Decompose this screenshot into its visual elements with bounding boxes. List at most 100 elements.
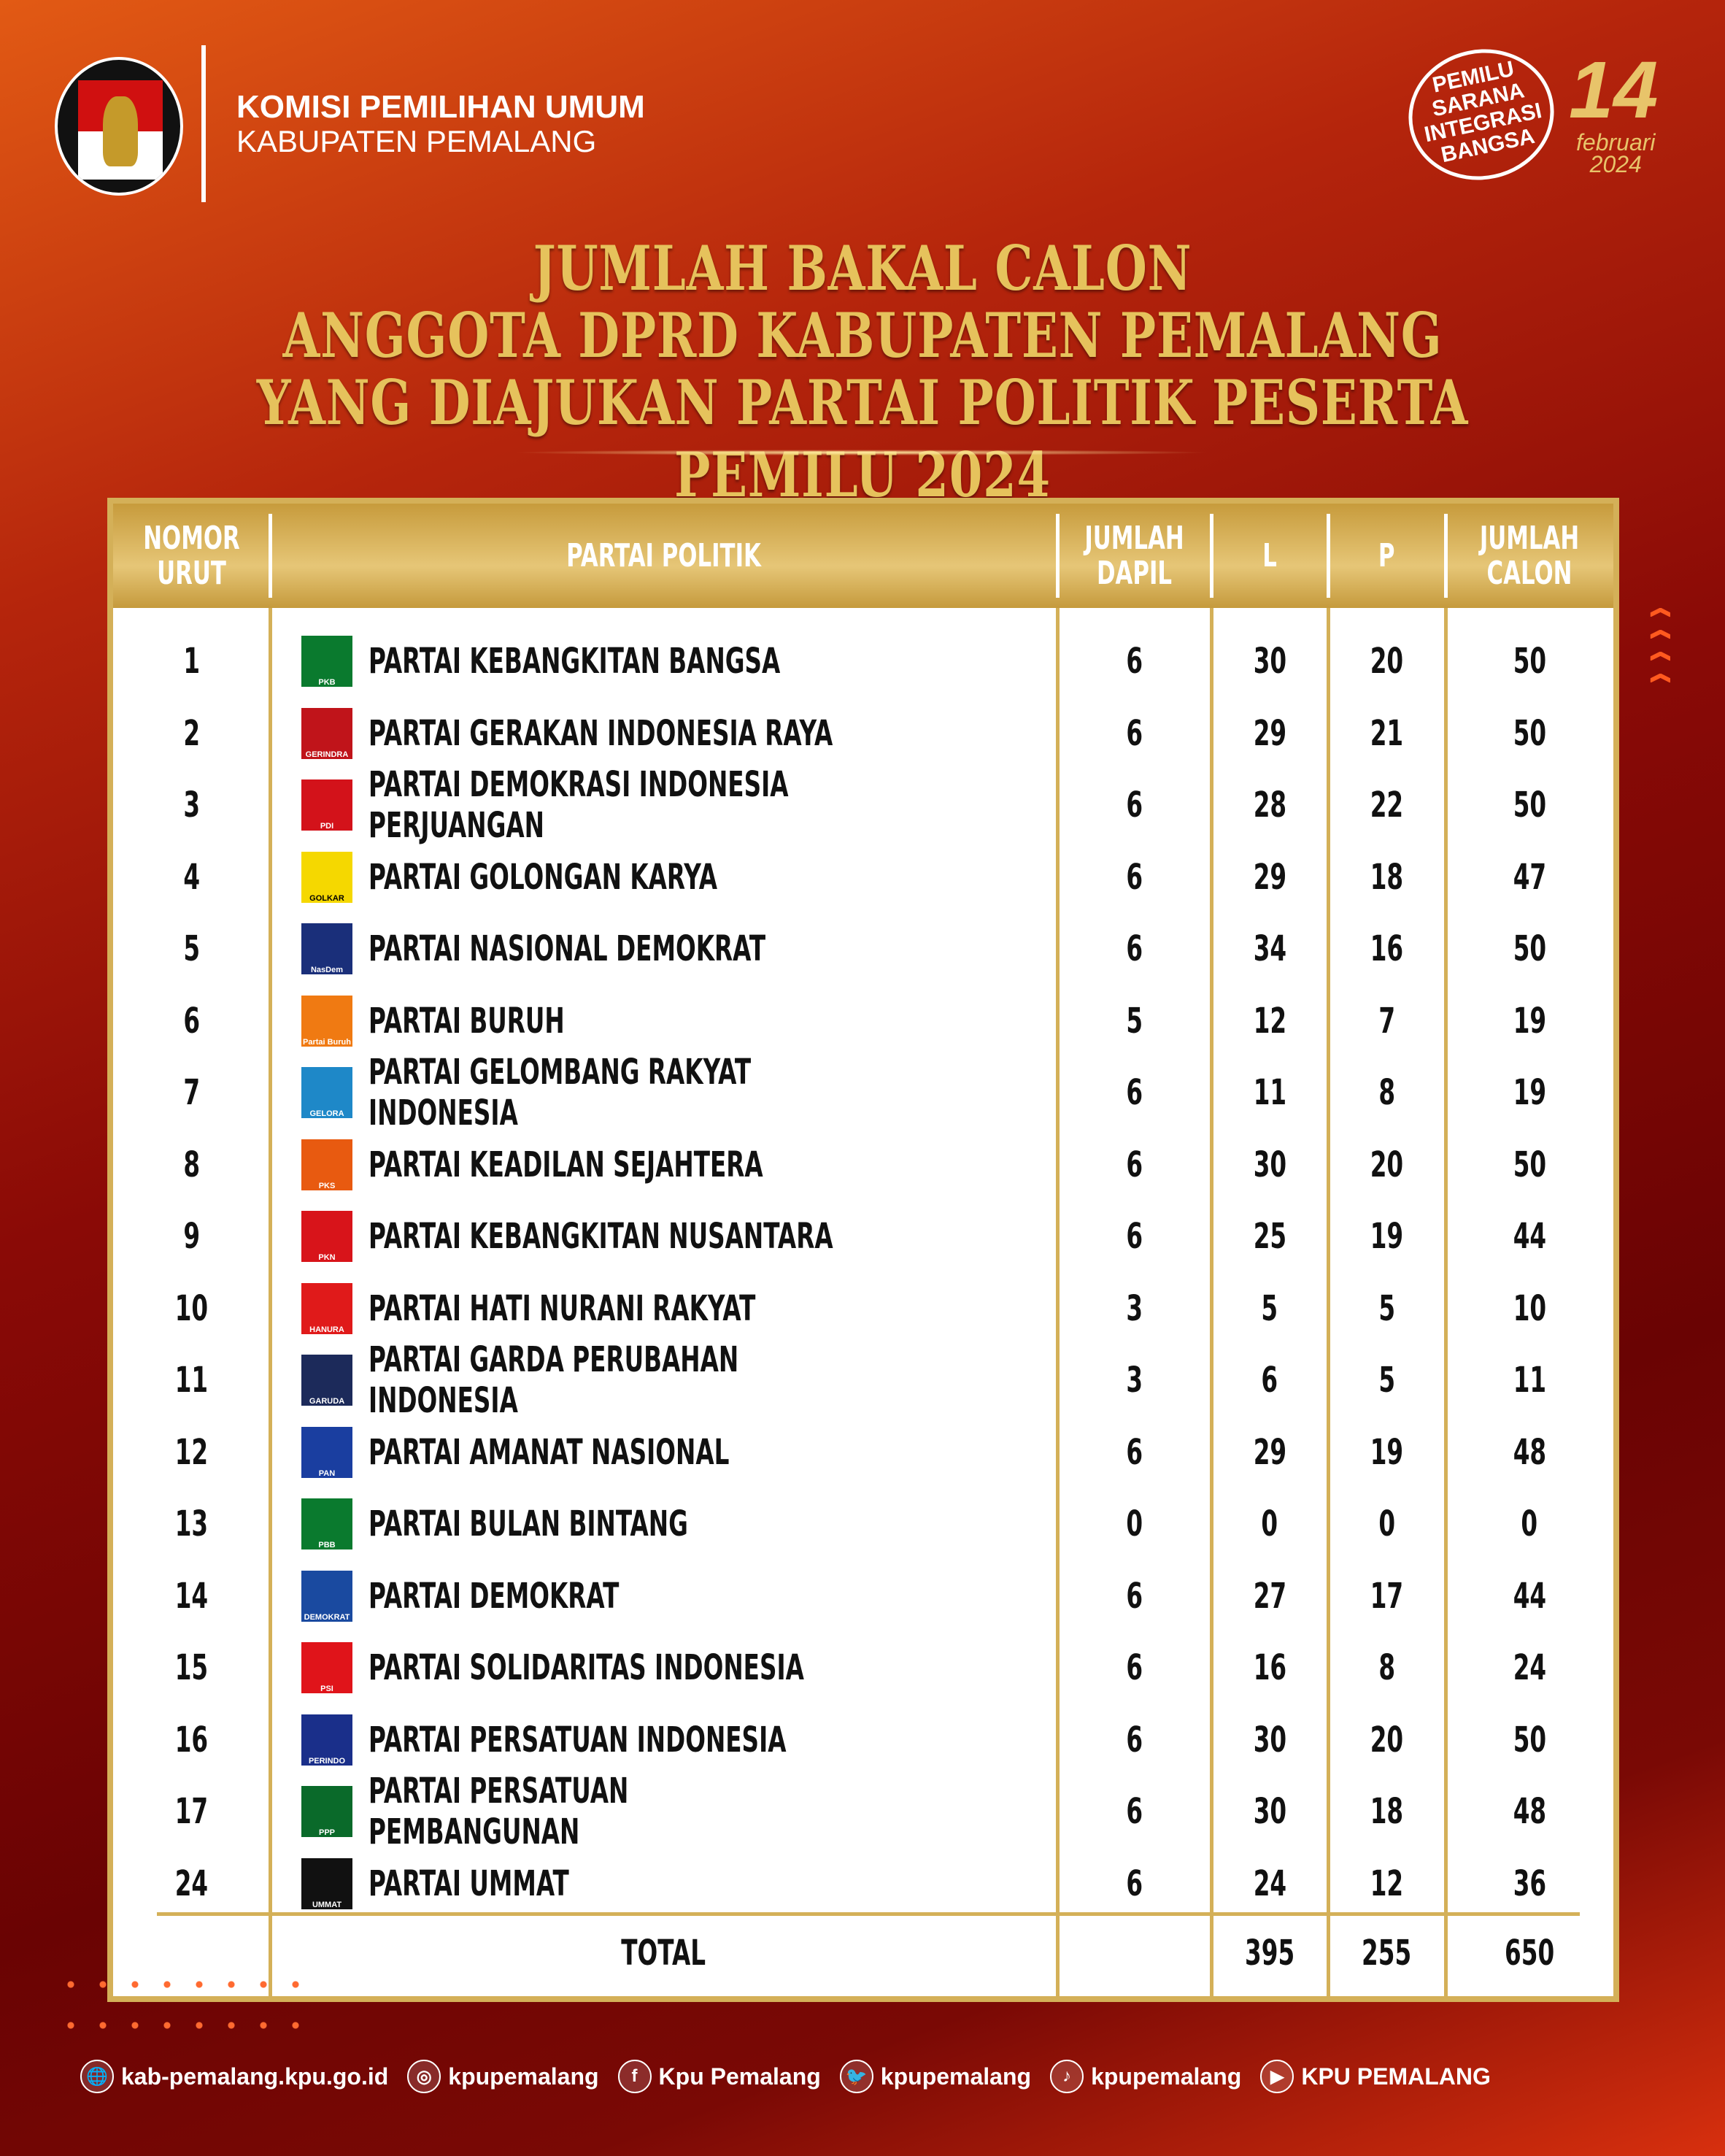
- row-calon: 19: [1513, 1000, 1546, 1042]
- footer-link[interactable]: f Kpu Pemalang: [617, 2060, 821, 2093]
- row-number: 12: [174, 1431, 209, 1473]
- row-calon: 50: [1513, 1144, 1546, 1185]
- row-calon: 19: [1513, 1072, 1546, 1113]
- party-logo-icon: GOLKAR: [301, 851, 352, 903]
- party-logo-icon: PERINDO: [301, 1714, 352, 1766]
- header-p: P: [1378, 536, 1395, 574]
- title-line-1: JUMLAH BAKAL CALON: [533, 232, 1192, 304]
- header-nomor: NOMOR URUT: [143, 519, 240, 592]
- party-name: PARTAI GOLONGAN KARYA: [368, 856, 717, 898]
- row-l: 29: [1253, 1431, 1286, 1473]
- header-dapil: JUMLAH DAPIL: [1084, 519, 1184, 592]
- chevron-up-icon: ›: [1628, 671, 1686, 685]
- row-l: 27: [1253, 1575, 1286, 1617]
- chevron-up-icon: ›: [1628, 650, 1686, 663]
- row-number: 6: [183, 1000, 200, 1042]
- row-number: 17: [174, 1791, 209, 1832]
- party-name: PARTAI UMMAT: [368, 1863, 569, 1904]
- row-dapil: 6: [1126, 928, 1143, 969]
- row-l: 25: [1253, 1216, 1286, 1257]
- decor-dots: [55, 2022, 303, 2029]
- row-dapil: 6: [1126, 1719, 1143, 1760]
- party-logo-icon: PKN: [301, 1211, 352, 1262]
- party-name: PARTAI AMANAT NASIONAL: [368, 1431, 730, 1473]
- row-p: 20: [1370, 1719, 1404, 1760]
- row-l: 24: [1253, 1863, 1286, 1904]
- row-p: 21: [1370, 712, 1404, 754]
- row-calon: 50: [1513, 785, 1546, 825]
- org-region: KABUPATEN PEMALANG: [236, 124, 597, 158]
- row-l: 30: [1253, 1719, 1286, 1760]
- date-sub: februari 2024: [1576, 129, 1656, 176]
- row-l: 16: [1253, 1647, 1286, 1688]
- party-name: PARTAI BURUH: [368, 1000, 565, 1042]
- party-logo-icon: GERINDRA: [301, 707, 352, 759]
- row-l: 30: [1253, 1791, 1286, 1832]
- row-p: 0: [1378, 1504, 1395, 1544]
- row-calon: 50: [1513, 641, 1546, 682]
- party-logo-icon: PAN: [301, 1426, 352, 1478]
- row-calon: 24: [1513, 1647, 1546, 1688]
- party-logo-icon: DEMOKRAT: [301, 1570, 352, 1622]
- table-row: 2 6 29 21 50 GERINDRA PARTAI GERAKAN INDONESIA…: [113, 698, 1613, 769]
- footer-link[interactable]: ▶ KPU PEMALANG: [1260, 2060, 1491, 2093]
- footer-link[interactable]: 🌐 kab-pemalang.kpu.go.id: [80, 2060, 388, 2093]
- footer-link[interactable]: ◎ kpupemalang: [407, 2060, 599, 2093]
- table-row: 7 6 11 8 19 GELORA PARTAI GELOMBANG RAKYAT IND…: [113, 1052, 1613, 1133]
- row-dapil: 5: [1126, 1000, 1143, 1042]
- row-dapil: 6: [1126, 785, 1143, 825]
- party-name: PARTAI KEBANGKITAN BANGSA: [368, 641, 781, 682]
- party-name: PARTAI SOLIDARITAS INDONESIA: [368, 1647, 804, 1688]
- row-p: 5: [1378, 1287, 1395, 1329]
- title-line-2: ANGGOTA DPRD KABUPATEN PEMALANG: [282, 299, 1443, 371]
- row-p: 19: [1370, 1431, 1404, 1473]
- org-name: KOMISI PEMILIHAN UMUM: [236, 89, 645, 125]
- row-p: 8: [1378, 1072, 1395, 1113]
- party-logo-icon: PSI: [301, 1642, 352, 1693]
- party-name: PARTAI BULAN BINTANG: [368, 1504, 688, 1544]
- party-logo-icon: PDI: [301, 779, 352, 831]
- row-number: 2: [183, 712, 200, 754]
- row-l: 0: [1261, 1504, 1278, 1544]
- row-dapil: 6: [1126, 1072, 1143, 1113]
- footer-social: 🌐 kab-pemalang.kpu.go.id ◎ kpupemalang f Kpu …: [80, 2060, 1491, 2093]
- row-l: 12: [1253, 1000, 1286, 1042]
- row-number: 7: [183, 1072, 200, 1113]
- row-number: 13: [174, 1504, 209, 1544]
- party-logo-icon: PKB: [301, 636, 352, 687]
- kpu-logo: [55, 57, 183, 196]
- row-number: 14: [174, 1575, 209, 1617]
- header-divider: [201, 45, 206, 202]
- row-calon: 48: [1513, 1791, 1546, 1832]
- row-number: 11: [174, 1360, 209, 1401]
- row-number: 10: [174, 1287, 209, 1329]
- footer-link[interactable]: 🐦 kpupemalang: [839, 2060, 1031, 2093]
- row-p: 19: [1370, 1216, 1404, 1257]
- party-logo-icon: GELORA: [301, 1067, 352, 1118]
- row-number: 3: [183, 785, 200, 825]
- row-calon: 0: [1521, 1504, 1538, 1544]
- total-calon: 650: [1504, 1933, 1555, 1974]
- footer-link[interactable]: ♪ kpupemalang: [1050, 2060, 1241, 2093]
- row-calon: 44: [1513, 1575, 1546, 1617]
- total-label: TOTAL: [621, 1933, 706, 1974]
- row-calon: 48: [1513, 1431, 1546, 1473]
- row-l: 29: [1253, 712, 1286, 754]
- title-glow: [511, 450, 1211, 455]
- candidate-table: NOMOR URUT PARTAI POLITIK JUMLAH DAPIL L…: [107, 498, 1619, 2002]
- date-month: februari: [1576, 129, 1656, 155]
- total-divider: [157, 1912, 1580, 1916]
- table-row: 3 6 28 22 50 PDI PARTAI DEMOKRASI INDONESIA PE…: [113, 764, 1613, 846]
- title-line-3: YANG DIAJUKAN PARTAI POLITIK PESERTA PEM…: [256, 366, 1469, 511]
- row-calon: 50: [1513, 712, 1546, 754]
- party-logo-icon: UMMAT: [301, 1857, 352, 1909]
- party-name: PARTAI PERSATUAN INDONESIA: [368, 1719, 787, 1760]
- row-number: 24: [174, 1863, 209, 1904]
- row-p: 18: [1370, 1791, 1404, 1832]
- party-logo-icon: PPP: [301, 1786, 352, 1837]
- row-dapil: 6: [1126, 641, 1143, 682]
- row-number: 4: [183, 856, 200, 898]
- table-row: 8 6 30 20 50 PKS PARTAI KEADILAN SEJAHTERA: [113, 1129, 1613, 1201]
- footer-link-text: kpupemalang: [1091, 2063, 1242, 2090]
- date-day: 14: [1569, 45, 1659, 135]
